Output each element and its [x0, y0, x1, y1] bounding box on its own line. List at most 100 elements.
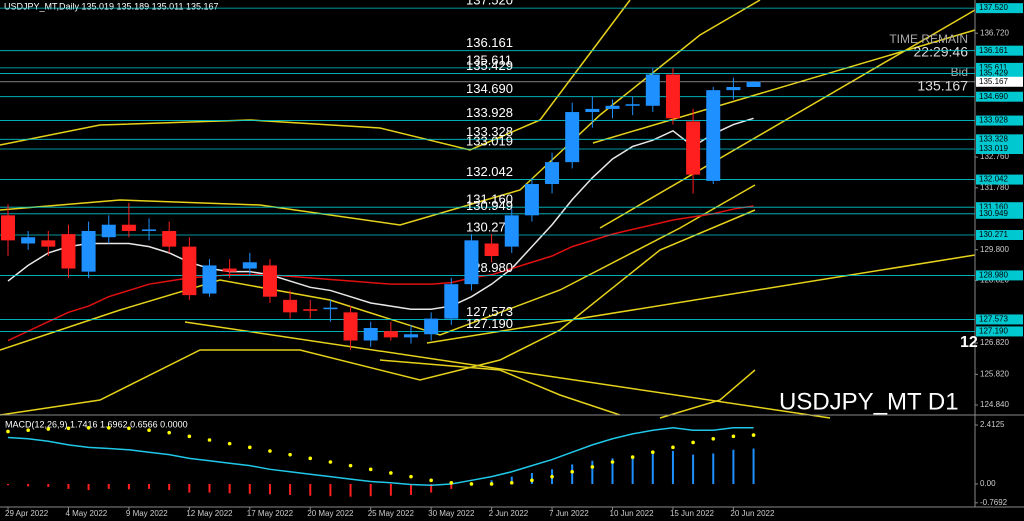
level-tag: [976, 202, 1023, 213]
x-tick-label: 30 May 2022: [428, 509, 475, 518]
signal-dot: [288, 452, 292, 457]
candle-body: [363, 327, 378, 341]
signal-dot: [751, 433, 756, 437]
signal-dot: [207, 438, 212, 442]
level-label: 133.328: [466, 124, 513, 139]
level-tag: [976, 314, 1023, 325]
level-tag-label: 130.271: [979, 230, 1008, 239]
trendline: [426, 254, 976, 344]
level-tag: [976, 134, 1023, 145]
level-label: 135.611: [466, 52, 512, 67]
candle-body: [645, 74, 660, 106]
macd-bar: [127, 483, 130, 490]
macd-bar: [631, 455, 634, 484]
macd-title: MACD(12,26,9) 1.7416 1.6962 0.6566 0.000…: [5, 419, 188, 429]
level-tag: [976, 208, 1023, 219]
macd-bar: [148, 483, 151, 489]
macd-bar: [692, 454, 695, 484]
signal-dot: [530, 478, 534, 483]
level-tag-label: 137.520: [979, 3, 1008, 12]
signal-dot: [248, 445, 252, 450]
level-tag: [976, 91, 1023, 102]
candle-body: [323, 307, 338, 310]
level-tag: [976, 270, 1023, 281]
candle-body: [142, 229, 157, 231]
signal-dot: [630, 455, 635, 459]
level-tag-label: 133.019: [979, 144, 1008, 153]
macd-bar: [410, 483, 412, 495]
macd-bar: [309, 483, 312, 496]
timer-caption: TIME REMAIN: [889, 32, 968, 46]
macd-bar: [490, 480, 493, 484]
macd-bar: [671, 450, 674, 484]
level-label: 135.429: [466, 58, 513, 73]
macd-line: [7, 427, 754, 486]
candle-body: [242, 262, 257, 269]
signal-dot: [127, 426, 131, 431]
macd-y-tick-label: -0.7692: [980, 498, 1008, 507]
candle-body: [21, 237, 36, 244]
candle-body: [81, 230, 96, 272]
macd-bar: [450, 483, 453, 489]
macd-bar: [27, 483, 30, 487]
level-tag-label: 133.328: [979, 134, 1008, 143]
level-tag-label: 135.429: [979, 69, 1008, 78]
x-tick-label: 20 Jun 2022: [730, 509, 775, 518]
macd-bar: [389, 483, 392, 496]
signal-dot: [691, 440, 695, 445]
macd-bar: [47, 483, 50, 487]
signal-dot: [268, 449, 272, 453]
signal-dot: [409, 474, 413, 479]
x-tick-label: 20 May 2022: [307, 509, 354, 518]
level-label: 136.161: [466, 35, 513, 50]
signal-dot: [489, 482, 494, 486]
y-tick-label: 131.780: [980, 183, 1009, 192]
signal-dot: [590, 465, 595, 469]
level-label: 127.190: [466, 316, 513, 331]
candle-body: [524, 184, 539, 216]
candle-body: [605, 105, 620, 109]
signal-dot: [66, 426, 71, 431]
bid-tag-label: 135.167: [979, 77, 1008, 86]
macd-bar: [571, 464, 574, 484]
trendline: [184, 321, 831, 419]
moving-average: [7, 117, 754, 310]
candle-body: [686, 121, 701, 175]
x-tick-label: 15 Jun 2022: [670, 509, 715, 518]
level-label: 132.042: [466, 164, 513, 179]
macd-bar: [329, 483, 332, 497]
timer-value: 22:29:46: [914, 44, 969, 60]
candle-body: [1, 215, 15, 241]
signal-dot: [167, 430, 171, 435]
trendline: [599, 9, 976, 229]
signal-dot: [610, 460, 615, 464]
chart-title: USDJPY_MT,Daily 135.019 135.189 135.011 …: [4, 1, 218, 11]
x-tick-label: 7 Jun 2022: [549, 509, 589, 518]
level-label: 127.573: [466, 304, 513, 319]
signal-dot: [187, 434, 192, 439]
symbol-label: USDJPY_MT D1: [779, 388, 959, 415]
trendline: [592, 29, 976, 144]
level-tag-label: 127.573: [979, 315, 1008, 324]
candle-body: [726, 87, 741, 91]
moving-average: [7, 205, 754, 342]
level-tag-label: 133.928: [979, 116, 1008, 125]
macd-bar: [591, 460, 594, 484]
candle-body: [303, 309, 318, 311]
level-tag-label: 134.690: [979, 92, 1008, 101]
x-tick-label: 2 Jun 2022: [489, 509, 529, 518]
y-tick-label: 125.820: [980, 369, 1009, 378]
candle-body: [41, 240, 56, 247]
level-tag-label: 130.949: [979, 209, 1008, 218]
y-tick-label: 132.760: [980, 152, 1009, 161]
level-label: 133.019: [466, 133, 513, 148]
band-line: [0, 209, 756, 416]
level-tag: [976, 45, 1023, 56]
candle-body: [222, 268, 237, 272]
candle-body: [484, 243, 499, 257]
level-tag: [976, 62, 1023, 73]
level-label: 133.928: [466, 105, 513, 120]
candle-body: [625, 104, 640, 106]
level-label: 131.160: [466, 192, 513, 207]
